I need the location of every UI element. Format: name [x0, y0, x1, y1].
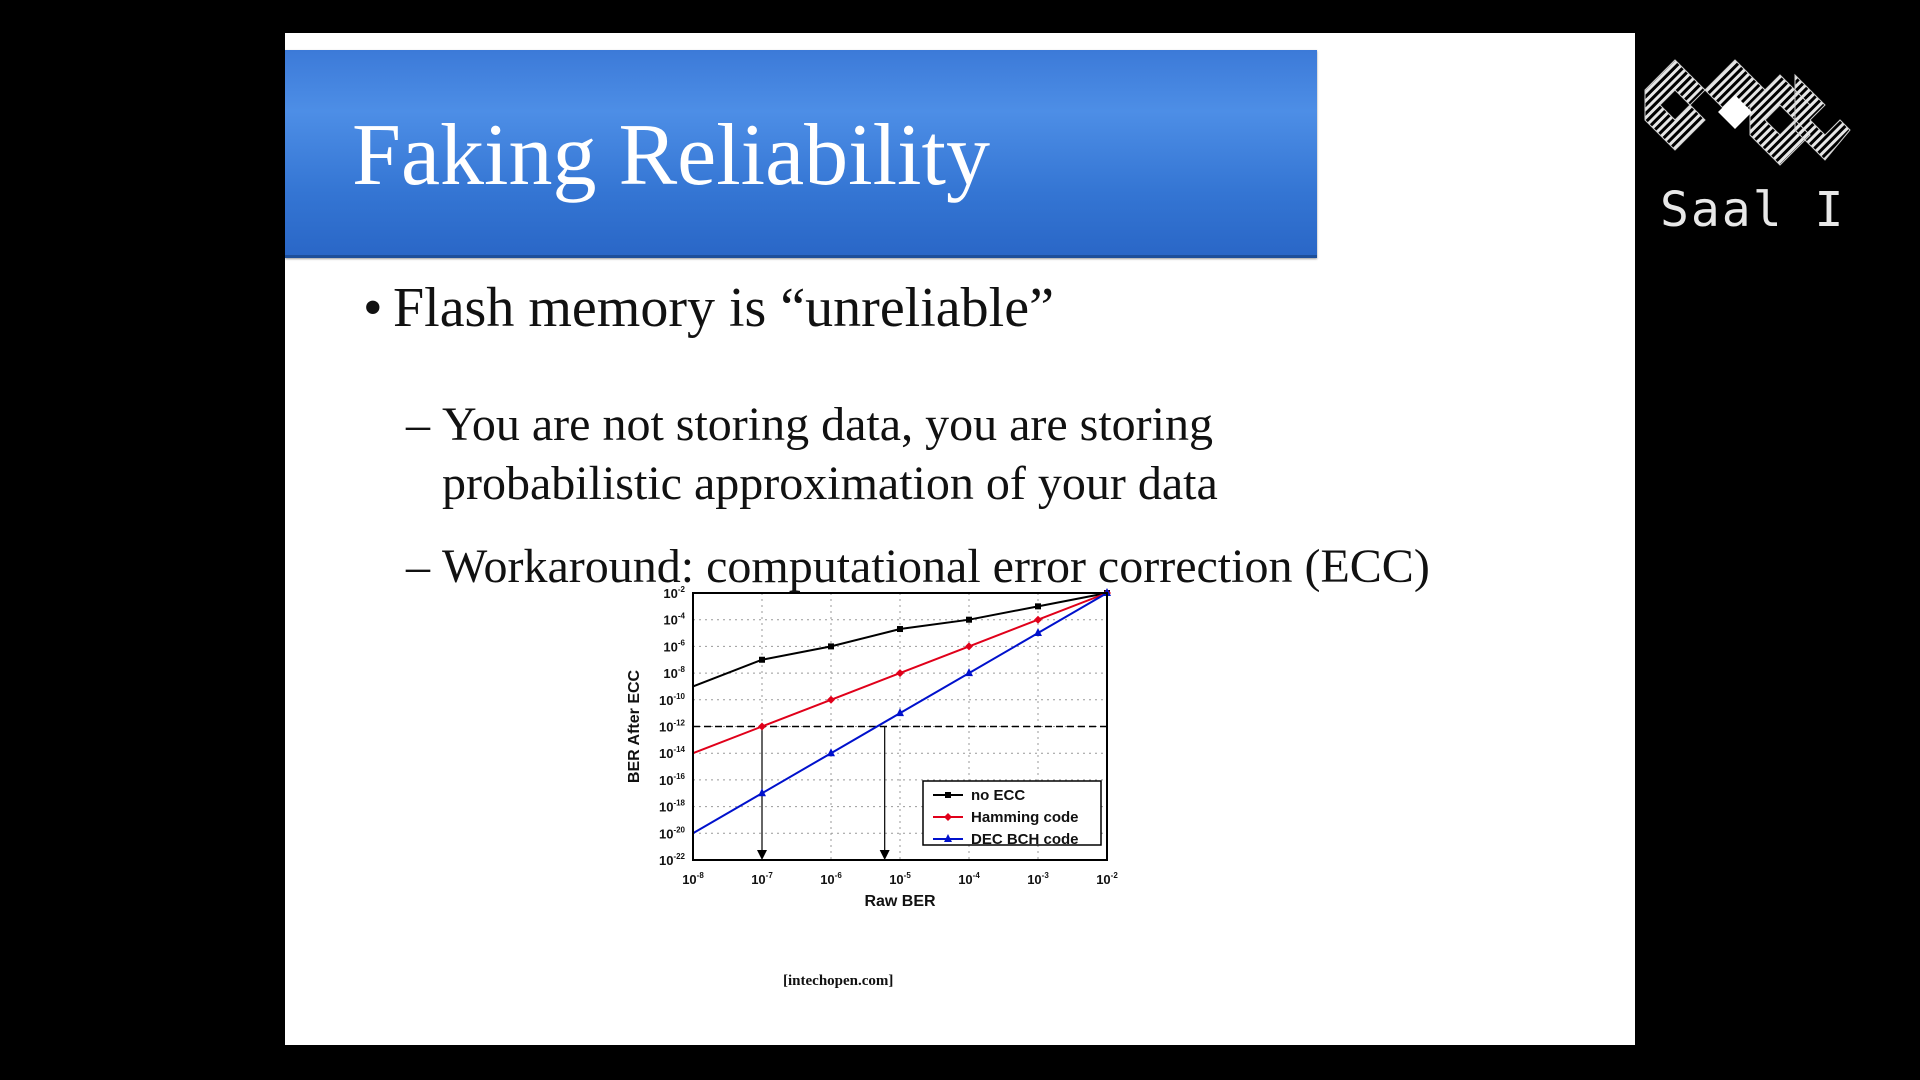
legend-label: DEC BCH code	[971, 831, 1079, 848]
x-tick-label: 10-5	[889, 871, 911, 887]
legend-box	[922, 780, 1102, 846]
ber-chart: 10-8 10-7 10-6 10-5 10-4 10-3 10-2 10-2 10-4 10-6…	[625, 575, 1155, 1035]
chart-credit: [intechopen.com]	[783, 973, 894, 989]
data-point	[758, 722, 766, 731]
arrow-head	[757, 850, 767, 860]
data-point	[1034, 628, 1042, 637]
y-axis-label: BER After ECC	[626, 669, 643, 783]
title-band: Faking Reliability	[285, 50, 1317, 258]
dash: –	[406, 540, 430, 593]
data-point	[945, 792, 951, 798]
plot-frame	[692, 592, 1108, 861]
y-tick-label: 10-12	[659, 719, 686, 735]
y-tick-label: 10-14	[659, 745, 686, 761]
bullet-dot: •	[363, 277, 383, 339]
x-tick-label: 10-2	[1096, 871, 1118, 887]
sub-bullet-1-text: You are not storing data, you are storin…	[442, 398, 1218, 510]
sub-bullet-2: – Workaround: computational error correc…	[406, 537, 1592, 596]
data-point	[758, 788, 766, 797]
data-point	[965, 642, 973, 651]
x-tick-label: 10-6	[820, 871, 842, 887]
conference-logo-icon	[1644, 59, 1851, 166]
legend-label: no ECC	[971, 787, 1025, 804]
arrow-head	[879, 850, 890, 860]
data-point	[896, 708, 904, 717]
x-axis-label: Raw BER	[864, 893, 936, 910]
slide-title: Faking Reliability	[352, 107, 990, 204]
data-point	[759, 656, 765, 663]
legend-label: Hamming code	[971, 809, 1079, 826]
x-tick-label: 10-4	[958, 871, 980, 887]
data-point	[1034, 615, 1042, 624]
room-label: Saal I	[1660, 182, 1846, 238]
data-point	[828, 643, 834, 650]
y-tick-label: 10-18	[659, 799, 686, 815]
data-point	[1035, 603, 1041, 610]
dash: –	[406, 398, 430, 451]
y-tick-label: 10-16	[659, 772, 686, 788]
x-tick-label: 10-3	[1027, 871, 1049, 887]
y-tick-label: 10-10	[659, 692, 686, 708]
main-bullet: • Flash memory is “unreliable”	[363, 277, 1054, 340]
y-tick-label: 10-2	[663, 585, 685, 601]
data-point	[827, 695, 835, 704]
slide: Faking Reliability • Flash memory is “unr…	[285, 33, 1635, 1045]
y-tick-label: 10-6	[663, 638, 685, 654]
y-tick-label: 10-20	[659, 825, 686, 841]
data-point	[944, 813, 952, 821]
y-tick-label: 10-8	[663, 665, 685, 681]
data-point	[966, 616, 972, 623]
data-point	[897, 626, 903, 633]
bullet-text: Flash memory is “unreliable”	[393, 277, 1054, 339]
data-point	[827, 748, 835, 757]
y-tick-label: 10-22	[659, 852, 686, 868]
y-tick-label: 10-4	[663, 612, 685, 628]
sub-bullet-2-text: Workaround: computational error correcti…	[442, 540, 1430, 593]
data-point	[965, 668, 973, 677]
ber-chart-svg: 10-8 10-7 10-6 10-5 10-4 10-3 10-2 10-2 10-4 10-6…	[626, 585, 1118, 910]
data-point	[896, 669, 904, 678]
x-tick-label: 10-7	[751, 871, 773, 887]
data-point	[944, 834, 952, 842]
x-tick-label: 10-8	[682, 871, 704, 887]
sub-bullet-1: – You are not storing data, you are stor…	[406, 395, 1342, 513]
